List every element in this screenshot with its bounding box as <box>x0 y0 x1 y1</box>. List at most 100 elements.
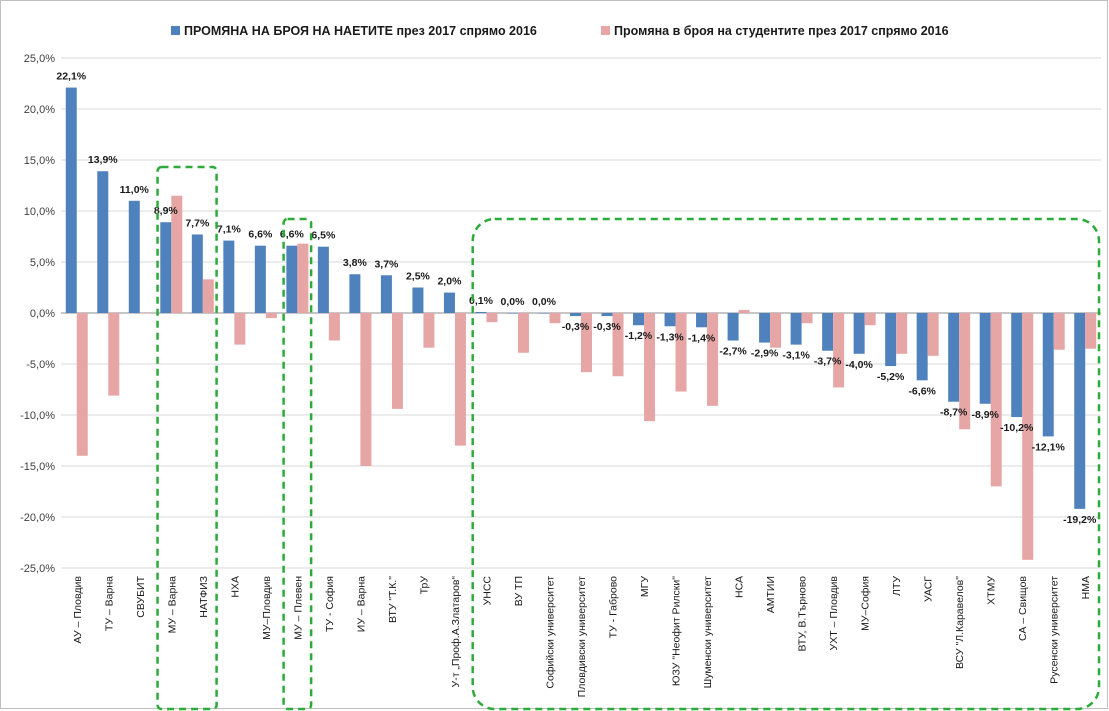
bar-employees <box>979 313 991 404</box>
category-label: ЮЗУ "Неофит Рилски" <box>671 576 683 686</box>
bar-students <box>391 313 403 409</box>
bar-employees <box>475 311 487 313</box>
bar-students <box>139 313 151 314</box>
bar-students <box>486 313 498 323</box>
bar-students <box>423 313 435 348</box>
bar-students <box>549 313 561 324</box>
bar-students <box>1085 313 1097 349</box>
highlight-boxes <box>156 165 1101 711</box>
highlight-box <box>156 165 218 711</box>
bar-students <box>738 309 750 313</box>
bar-employees <box>317 246 329 313</box>
y-tick-label: 20,0% <box>24 104 55 116</box>
y-tick-label: 10,0% <box>24 206 55 218</box>
y-tick-label: -10,0% <box>20 410 55 422</box>
data-label-employees: -12,1% <box>1032 441 1066 453</box>
category-label: ВТУ "Т.К." <box>387 576 399 623</box>
bar-employees <box>570 313 581 317</box>
bar-students <box>612 313 624 377</box>
bar-students <box>234 313 246 345</box>
category-label: Софийски университет <box>544 576 556 689</box>
data-label-employees: -0,3% <box>593 321 621 333</box>
category-label: НСА <box>734 576 746 598</box>
category-label: Шуменски университет <box>702 576 714 689</box>
category-label: АУ – Пловдив <box>72 576 84 644</box>
bar-employees <box>790 313 802 345</box>
category-label: НМА <box>1080 576 1092 599</box>
bar-students <box>770 313 782 348</box>
category-label: ТУ – Варна <box>103 576 115 631</box>
data-label-employees: 2,5% <box>406 271 431 283</box>
data-label-employees: -1,3% <box>656 331 684 343</box>
bar-students <box>644 313 656 422</box>
category-label: НХА <box>229 576 241 598</box>
y-tick-label: 15,0% <box>24 155 55 167</box>
category-label: МУ – Варна <box>166 576 178 634</box>
category-label: ВУ ТП <box>513 576 525 606</box>
category-label: МУ–Пловдив <box>261 576 273 640</box>
legend-swatch-employees <box>171 26 180 35</box>
bar-students <box>801 313 813 324</box>
bar-students <box>76 313 88 456</box>
bar-students <box>1053 313 1065 350</box>
category-label: ЛТУ <box>891 576 903 596</box>
bar-employees <box>97 171 109 313</box>
data-label-employees: -3,1% <box>782 350 810 362</box>
category-label: СВУБИТ <box>135 575 147 617</box>
bar-employees <box>759 313 771 343</box>
bar-students <box>171 195 183 313</box>
data-label-employees: -1,2% <box>625 330 653 342</box>
data-label-employees: 6,5% <box>311 230 336 242</box>
bar-employees <box>191 234 203 313</box>
bar-employees <box>1074 313 1086 509</box>
y-tick-label: -20,0% <box>20 512 55 524</box>
bar-employees <box>254 245 266 313</box>
category-label: ТУ - София <box>324 576 336 632</box>
category-label: У-т „Проф.А.Златаров“ <box>450 576 462 688</box>
bar-employees <box>538 313 550 314</box>
bar-students <box>707 313 719 406</box>
bar-employees <box>506 313 518 314</box>
data-label-employees: 7,7% <box>185 217 210 229</box>
bar-employees <box>160 222 172 313</box>
y-tick-label: -15,0% <box>20 461 55 473</box>
bar-employees <box>633 313 645 326</box>
category-label: Русенски университет <box>1049 576 1061 684</box>
data-label-employees: 13,9% <box>88 154 118 166</box>
data-label-employees: -3,7% <box>814 356 842 368</box>
category-label: СА – Свищов <box>1017 576 1029 641</box>
data-label-employees: 22,1% <box>56 71 86 83</box>
bar-employees <box>1042 313 1054 437</box>
bar-employees <box>223 240 235 313</box>
data-label-employees: 6,6% <box>280 229 305 241</box>
bar-employees <box>664 313 676 327</box>
bar-employees <box>885 313 897 367</box>
data-label-employees: -6,6% <box>908 385 936 397</box>
category-label: ВСУ "Л.Каравелов" <box>954 576 966 669</box>
data-label-employees: -8,9% <box>971 409 999 421</box>
y-tick-label: 0,0% <box>30 308 55 320</box>
legend: ПРОМЯНА НА БРОЯ НА НАЕТИТЕ през 2017 спр… <box>171 24 949 38</box>
category-label: АМТИИ <box>765 576 777 613</box>
data-label-employees: 3,7% <box>374 258 399 270</box>
bar-employees <box>412 287 424 313</box>
category-label: ВТУ, В.Търново <box>797 576 809 652</box>
category-label: УАСГ <box>923 576 935 602</box>
y-tick-label: -25,0% <box>20 563 55 575</box>
legend-swatch-students <box>601 26 610 35</box>
category-label: ТУ - Габрово <box>608 576 620 639</box>
bar-employees <box>1011 313 1023 418</box>
category-label: ИУ – Варна <box>355 576 367 632</box>
data-label-employees: 0,0% <box>532 296 557 308</box>
bar-students <box>833 313 845 388</box>
bar-employees <box>65 87 77 313</box>
bar-students <box>454 313 466 446</box>
category-label: Пловдивски университет <box>576 576 588 698</box>
highlight-box <box>282 217 313 711</box>
data-label-employees: 11,0% <box>120 184 150 196</box>
highlight-box <box>471 217 1101 711</box>
bar-employees <box>380 275 392 313</box>
bar-employees <box>696 313 708 328</box>
bar-employees <box>349 274 361 313</box>
